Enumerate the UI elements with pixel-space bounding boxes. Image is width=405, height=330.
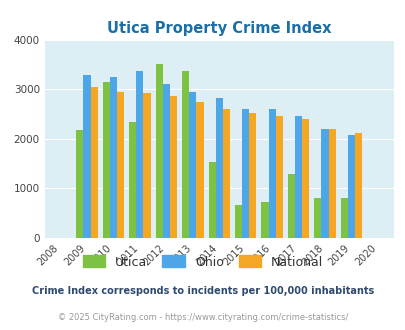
Text: Crime Index corresponds to incidents per 100,000 inhabitants: Crime Index corresponds to incidents per… xyxy=(32,286,373,296)
Bar xyxy=(287,174,294,238)
Bar xyxy=(294,116,301,238)
Title: Utica Property Crime Index: Utica Property Crime Index xyxy=(107,21,330,36)
Bar xyxy=(222,109,229,238)
Bar xyxy=(110,77,117,238)
Bar xyxy=(241,109,249,238)
Bar xyxy=(328,129,335,238)
Bar xyxy=(261,202,268,238)
Bar xyxy=(196,102,203,238)
Bar xyxy=(234,205,241,238)
Bar xyxy=(129,122,136,238)
Bar xyxy=(155,64,162,238)
Bar xyxy=(354,133,361,238)
Bar xyxy=(340,198,347,238)
Bar xyxy=(90,87,98,238)
Bar xyxy=(347,135,354,238)
Bar xyxy=(249,114,256,238)
Bar xyxy=(181,71,189,238)
Bar xyxy=(301,119,309,238)
Bar xyxy=(162,84,169,238)
Bar xyxy=(83,75,90,238)
Legend: Utica, Ohio, National: Utica, Ohio, National xyxy=(77,250,328,274)
Bar xyxy=(143,93,150,238)
Bar xyxy=(189,92,196,238)
Bar xyxy=(76,130,83,238)
Bar xyxy=(117,92,124,238)
Bar xyxy=(275,116,282,238)
Bar xyxy=(313,198,321,238)
Bar xyxy=(208,162,215,238)
Bar xyxy=(169,96,177,238)
Bar xyxy=(321,129,328,238)
Bar xyxy=(102,82,110,238)
Bar xyxy=(268,110,275,238)
Bar xyxy=(136,71,143,238)
Bar xyxy=(215,98,222,238)
Text: © 2025 CityRating.com - https://www.cityrating.com/crime-statistics/: © 2025 CityRating.com - https://www.city… xyxy=(58,313,347,322)
